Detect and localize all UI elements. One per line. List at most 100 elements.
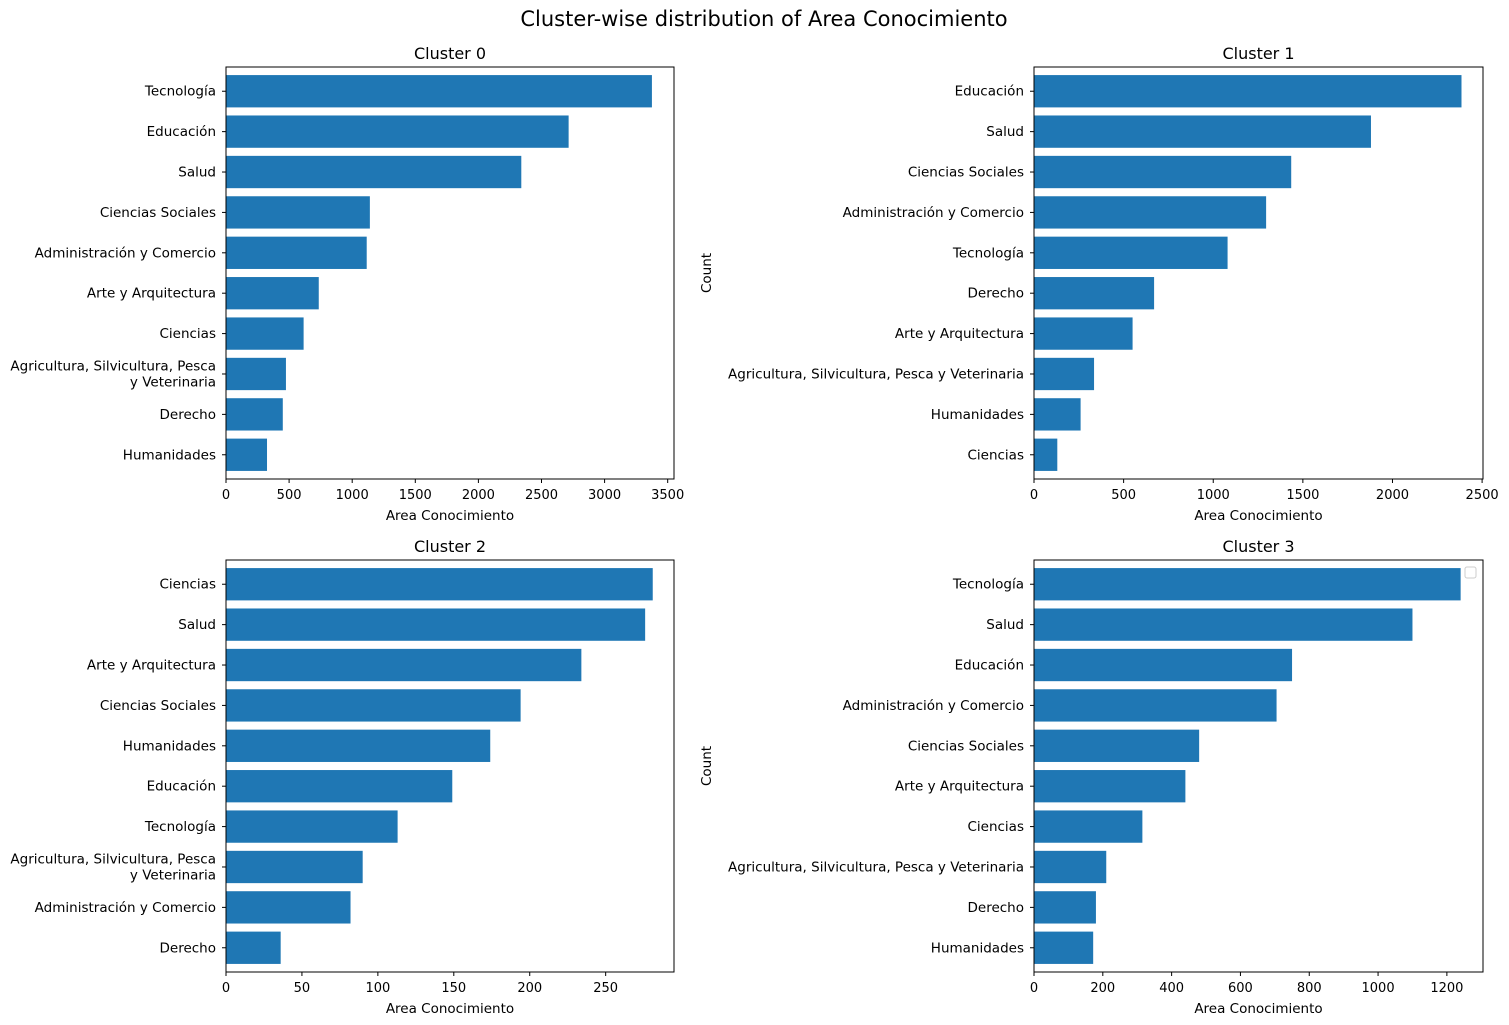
x-tick-label: 0 [1030, 981, 1038, 996]
figure-title: Cluster-wise distribution of Area Conoci… [520, 7, 1007, 31]
y-tick-label: Salud [986, 124, 1024, 140]
x-tick-label: 1200 [1430, 981, 1463, 996]
axes-frame [1033, 66, 1484, 480]
x-tick-label: 250 [593, 981, 618, 996]
y-tick-label: Administración y Comercio [35, 900, 216, 916]
y-tick-label: Ciencias [159, 326, 216, 342]
bar-0-5 [226, 236, 367, 269]
x-tick-label: 200 [1090, 981, 1115, 996]
x-tick-label: 2500 [1466, 488, 1499, 503]
y-tick-label: Ciencias [159, 577, 216, 593]
y-tick-label: Ciencias Sociales [908, 165, 1024, 181]
bar-3-8 [1034, 608, 1413, 641]
y-tick-label: Derecho [160, 940, 217, 956]
bar-1-8 [1034, 115, 1371, 148]
y-tick-label: Humanidades [123, 738, 216, 754]
x-tick-label: 100 [365, 981, 390, 996]
bar-2-5 [226, 729, 491, 762]
bar-2-8 [226, 608, 646, 641]
y-tick-label: Tecnología [952, 577, 1024, 593]
axes-frame [225, 559, 675, 973]
bar-2-2 [226, 850, 363, 884]
y-tick-label: Administración y Comercio [843, 205, 1024, 221]
bar-2-1 [226, 891, 351, 924]
bar-0-9 [226, 75, 652, 108]
y-tick-label: Arte y Arquitectura [895, 326, 1024, 342]
y-tick-label: Tecnología [144, 819, 216, 835]
x-tick-label: 1000 [336, 488, 369, 503]
y-tick-label: Arte y Arquitectura [895, 779, 1024, 795]
y-axis-label: Count [699, 746, 715, 786]
bar-0-4 [226, 277, 319, 310]
bar-1-3 [1034, 317, 1133, 350]
panel-title: Cluster 3 [1222, 537, 1294, 556]
bar-1-5 [1034, 236, 1228, 269]
y-tick-label: Educación [955, 84, 1024, 100]
x-axis-label: Area Conocimiento [1194, 508, 1322, 524]
y-axis-label: Count [699, 253, 715, 293]
bar-1-1 [1034, 398, 1081, 431]
y-tick-label: Salud [178, 165, 216, 181]
bar-0-6 [226, 196, 370, 229]
x-axis-label: Area Conocimiento [1194, 1001, 1322, 1017]
x-tick-label: 0 [222, 488, 230, 503]
bar-2-6 [226, 689, 521, 722]
bar-0-1 [226, 398, 283, 431]
y-tick-label: Ciencias Sociales [908, 738, 1024, 754]
x-tick-label: 200 [517, 981, 542, 996]
y-tick-label: Ciencias Sociales [100, 205, 216, 221]
x-tick-label: 150 [441, 981, 466, 996]
bar-3-5 [1034, 729, 1200, 762]
y-tick-label: Administración y Comercio [35, 245, 216, 261]
bar-3-4 [1034, 770, 1186, 803]
y-tick-label: Derecho [968, 286, 1025, 302]
bar-0-3 [226, 317, 304, 350]
x-tick-label: 3500 [651, 488, 684, 503]
x-tick-label: 400 [1159, 981, 1184, 996]
y-tick-label: Ciencias [967, 819, 1024, 835]
panel-title: Cluster 1 [1222, 44, 1294, 63]
y-tick-label: Ciencias [967, 447, 1024, 463]
bar-3-2 [1034, 850, 1107, 884]
bar-0-0 [226, 438, 268, 471]
y-tick-label: Humanidades [123, 447, 216, 463]
bar-3-6 [1034, 689, 1277, 722]
x-tick-label: 50 [294, 981, 311, 996]
legend-box [1464, 566, 1477, 579]
x-tick-label: 1000 [1362, 981, 1395, 996]
chart-panel-1: Ciencias Humanidades Agricultura, Silvicul… [699, 44, 1499, 524]
bar-3-7 [1034, 648, 1293, 682]
chart-panel-3: Humanidades Derecho Agricultura, Silvicult… [699, 537, 1484, 1017]
x-tick-label: 1500 [399, 488, 432, 503]
x-tick-label: 500 [277, 488, 302, 503]
y-tick-label: Arte y Arquitectura [87, 286, 216, 302]
bar-2-0 [226, 931, 281, 964]
bar-3-0 [1034, 931, 1094, 964]
bar-1-0 [1034, 438, 1058, 471]
bar-2-4 [226, 770, 453, 803]
bar-1-4 [1034, 277, 1155, 310]
bar-3-3 [1034, 810, 1143, 843]
y-tick-label: Tecnología [952, 245, 1024, 261]
bar-1-2 [1034, 357, 1095, 391]
y-tick-label: Derecho [160, 407, 217, 423]
y-tick-label: Agricultura, Silvicultura, Pesca y Veteri… [10, 358, 216, 390]
y-tick-label: Agricultura, Silvicultura, Pesca y Veter… [728, 366, 1024, 382]
y-tick-label: Ciencias Sociales [100, 698, 216, 714]
chart-panel-0: Humanidades Derecho Agricultura, Silvicult… [10, 44, 684, 524]
panel-title: Cluster 2 [414, 537, 486, 556]
bar-1-6 [1034, 196, 1267, 229]
axes-frame [225, 66, 675, 480]
chart-panel-2: Derecho Administración y Comercio Agricult… [10, 537, 675, 1017]
x-tick-label: 800 [1297, 981, 1322, 996]
bar-1-7 [1034, 155, 1292, 189]
x-tick-label: 0 [222, 981, 230, 996]
y-tick-label: Agricultura, Silvicultura, Pesca y Veteri… [10, 851, 216, 883]
y-tick-label: Tecnología [144, 84, 216, 100]
x-tick-label: 2500 [525, 488, 558, 503]
y-tick-label: Administración y Comercio [843, 698, 1024, 714]
x-tick-label: 600 [1228, 981, 1253, 996]
x-tick-label: 0 [1030, 488, 1038, 503]
bar-2-7 [226, 648, 582, 682]
